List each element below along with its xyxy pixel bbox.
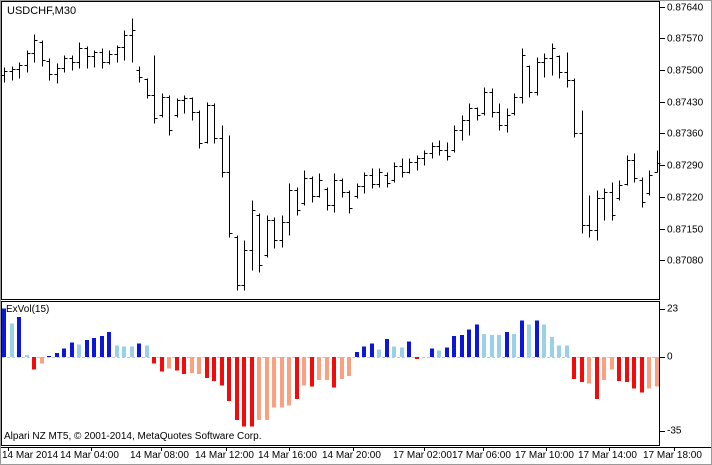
time-axis-label: 17 Mar 06:00: [452, 450, 511, 461]
copyright-text: Alpari NZ MT5, © 2001-2014, MetaQuotes S…: [4, 431, 262, 442]
symbol-timeframe-label: USDCHF,M30: [7, 5, 77, 17]
time-axis-label: 17 Mar 10:00: [515, 450, 574, 461]
indicator-axis-ticks: [660, 309, 665, 432]
price-axis-label: 0.87220: [667, 192, 704, 203]
price-axis-label: 0.87080: [667, 255, 704, 266]
time-axis-label: 17 Mar 02:00: [393, 450, 452, 461]
time-axis-label: 14 Mar 20:00: [322, 450, 381, 461]
time-axis-label: 17 Mar 14:00: [578, 450, 637, 461]
time-axis-separator: [0, 447, 712, 448]
price-axis-label: 0.87360: [667, 128, 704, 139]
indicator-label: ExVol(15): [6, 304, 50, 315]
time-axis-label: 14 Mar 12:00: [195, 450, 254, 461]
indicator-axis-label: 0: [667, 351, 673, 363]
indicator-panel[interactable]: [1, 301, 660, 446]
time-axis-label: 14 Mar 16:00: [258, 450, 317, 461]
time-axis-label: 14 Mar 2014: [2, 450, 59, 461]
time-axis-label: 14 Mar 08:00: [130, 450, 189, 461]
time-axis-label: 17 Mar 18:00: [643, 450, 702, 461]
price-axis-label: 0.87500: [667, 65, 704, 76]
price-axis-label: 0.87290: [667, 160, 704, 171]
indicator-axis-label: 23: [667, 303, 679, 315]
price-axis-label: 0.87150: [667, 224, 704, 235]
price-axis-label: 0.87430: [667, 97, 704, 108]
time-axis-label: 14 Mar 04:00: [60, 450, 119, 461]
price-axis-label: 0.87640: [667, 2, 704, 13]
indicator-axis-label: -35: [667, 425, 682, 436]
price-chart-panel[interactable]: [1, 1, 660, 300]
price-axis-ticks: [660, 7, 665, 261]
price-axis-label: 0.87570: [667, 33, 704, 44]
